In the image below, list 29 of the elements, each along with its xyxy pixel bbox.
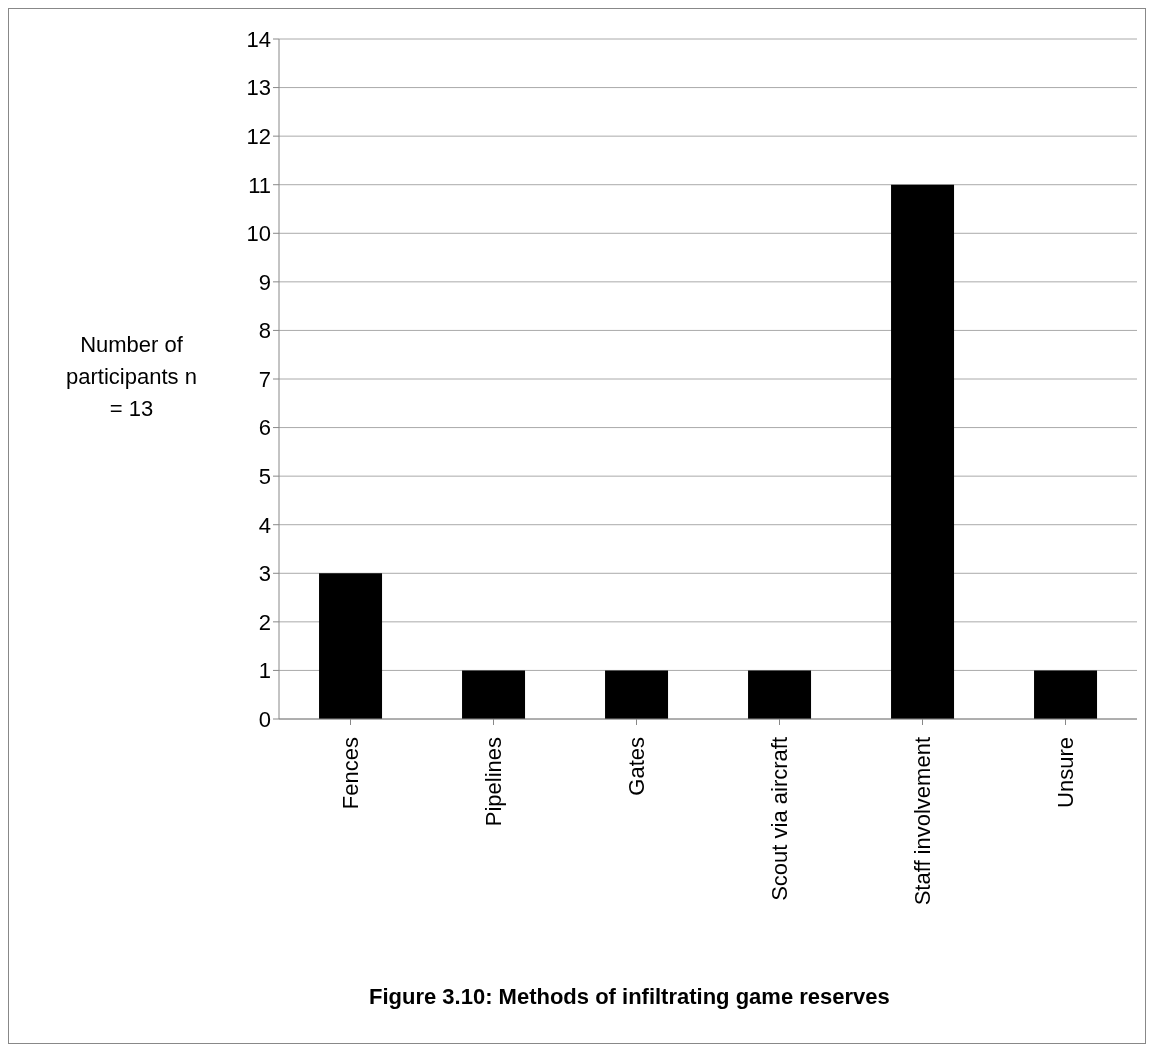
bar <box>462 670 526 719</box>
y-tick-label: 11 <box>248 172 271 198</box>
x-tick-label: Fences <box>338 737 363 810</box>
x-tick-label: Scout via aircraft <box>767 737 792 901</box>
y-tick-label: 2 <box>258 609 271 635</box>
bar <box>891 184 955 719</box>
y-tick-label: 3 <box>258 561 271 587</box>
y-tick-label: 6 <box>258 415 271 441</box>
y-tick-label: 1 <box>258 658 271 684</box>
y-tick-label: 12 <box>246 123 271 149</box>
bar <box>605 670 669 719</box>
y-tick-label: 5 <box>258 463 271 489</box>
y-tick-label: 14 <box>246 26 271 52</box>
x-tick-label: Unsure <box>1053 737 1078 808</box>
bar <box>319 573 383 719</box>
y-tick-label: 9 <box>258 269 271 295</box>
y-axis-title: Number of participants n = 13 <box>65 331 198 423</box>
y-tick-label: 10 <box>246 221 271 247</box>
bar <box>1034 670 1098 719</box>
x-tick-label: Gates <box>624 737 649 796</box>
y-tick-label: 13 <box>246 75 271 101</box>
y-tick-label: 0 <box>258 706 271 732</box>
bar <box>748 670 812 719</box>
x-tick-label: Staff involvement <box>910 737 935 906</box>
text: Figure 3.10: Methods of infiltrating game reserves <box>369 984 890 1010</box>
y-tick-label: 7 <box>258 366 271 392</box>
y-tick-label: 8 <box>258 318 271 344</box>
y-tick-label: 4 <box>258 512 271 538</box>
x-tick-label: Pipelines <box>481 737 506 827</box>
